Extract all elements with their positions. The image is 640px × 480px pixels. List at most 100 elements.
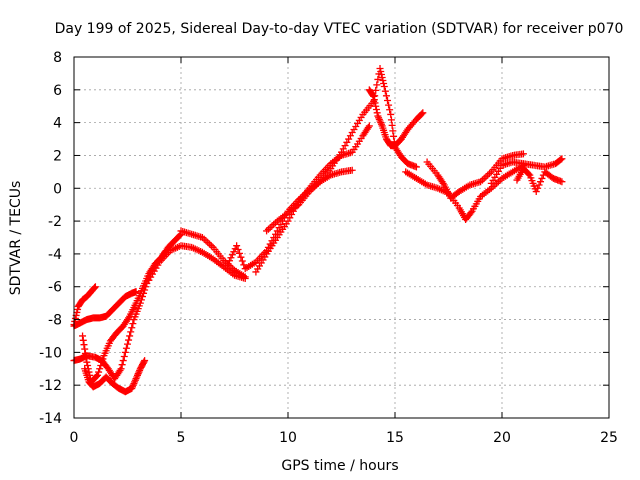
data-point: [81, 349, 89, 357]
data-point: [133, 373, 141, 381]
data-point: [491, 181, 499, 189]
data-point: [132, 288, 140, 296]
data-point: [525, 170, 533, 178]
data-point: [134, 370, 142, 378]
data-point: [532, 188, 540, 196]
data-point: [370, 92, 378, 100]
data-point: [375, 115, 383, 123]
y-tick-label: -10: [39, 345, 62, 361]
data-point: [364, 124, 372, 132]
data-point: [132, 375, 140, 383]
x-tick-label: 20: [493, 430, 511, 446]
data-point: [387, 110, 395, 118]
series-satellite-track-b: [70, 283, 99, 328]
data-point: [133, 371, 141, 379]
data-point: [484, 171, 492, 179]
data-point: [79, 332, 87, 340]
y-tick-label: 2: [53, 148, 62, 164]
data-point: [365, 122, 373, 130]
data-point: [377, 67, 385, 75]
data-point: [270, 220, 278, 228]
data-point: [557, 156, 565, 164]
data-point: [230, 248, 238, 256]
data-point: [206, 240, 214, 248]
y-tick-label: -4: [48, 247, 62, 263]
series-satellite-track-l: [402, 161, 527, 223]
y-tick-label: -12: [39, 378, 62, 394]
grid-lines: [74, 57, 609, 418]
data-point: [371, 99, 379, 107]
data-point: [374, 112, 382, 120]
y-tick-label: 4: [53, 116, 62, 132]
data-point: [373, 81, 381, 89]
series-satellite-track-m: [423, 150, 527, 202]
y-tick-label: -14: [39, 411, 62, 427]
data-point: [275, 224, 283, 232]
data-point: [227, 254, 235, 262]
data-point: [377, 119, 385, 127]
data-point: [92, 372, 100, 380]
series-satellite-track-e: [81, 357, 149, 396]
data-point: [136, 366, 144, 374]
data-point: [380, 83, 388, 91]
data-point: [237, 253, 245, 261]
series-satellite-track-c: [70, 288, 140, 330]
data-point: [339, 145, 347, 153]
data-point: [341, 142, 349, 150]
data-point: [198, 234, 206, 241]
data-point: [263, 227, 271, 235]
data-point: [127, 328, 135, 336]
data-point: [117, 365, 125, 373]
data-point: [119, 357, 127, 365]
data-point: [207, 242, 215, 250]
data-point: [80, 341, 88, 349]
data-point: [79, 336, 87, 344]
data-point: [128, 384, 136, 392]
data-point: [348, 166, 356, 174]
data-point: [382, 92, 390, 100]
data-point: [90, 284, 98, 292]
data-point: [130, 380, 138, 388]
series-satellite-track-o: [513, 165, 566, 196]
data-point: [384, 96, 392, 104]
data-point: [233, 242, 241, 250]
data-point: [266, 224, 274, 232]
data-point: [370, 96, 378, 104]
x-tick-label: 25: [600, 430, 618, 446]
x-tick-label: 0: [70, 430, 79, 446]
x-tick-label: 15: [386, 430, 404, 446]
data-point: [128, 324, 136, 332]
data-point: [379, 77, 387, 85]
data-point: [135, 368, 143, 376]
data-point: [131, 378, 139, 386]
x-tick-label: 10: [279, 430, 297, 446]
data-point: [268, 222, 276, 230]
data-point: [131, 376, 139, 384]
data-point: [381, 87, 389, 95]
data-point: [238, 257, 246, 265]
chart-title: Day 199 of 2025, Sidereal Day-to-day VTE…: [55, 21, 624, 37]
data-point: [390, 132, 398, 140]
data-point: [99, 355, 107, 363]
data-point: [486, 170, 494, 178]
data-point: [418, 110, 426, 118]
x-axis-ticks: 0 5 10 15 20 25: [70, 57, 618, 446]
data-point: [419, 109, 427, 117]
data-point: [558, 155, 566, 163]
data-point: [234, 246, 242, 254]
data-point: [91, 283, 99, 291]
data-point: [494, 178, 502, 186]
data-point: [385, 101, 393, 109]
data-point: [439, 179, 447, 187]
y-tick-label: 6: [53, 83, 62, 99]
data-point: [95, 368, 103, 376]
data-point: [373, 109, 381, 117]
data-point: [412, 163, 420, 171]
data-point: [121, 348, 129, 356]
data-point: [376, 117, 384, 125]
data-point: [82, 354, 90, 362]
data-point: [129, 320, 137, 328]
data-point: [377, 120, 385, 128]
plot-frame: [73, 56, 610, 419]
series-satellite-track-k: [365, 86, 427, 150]
